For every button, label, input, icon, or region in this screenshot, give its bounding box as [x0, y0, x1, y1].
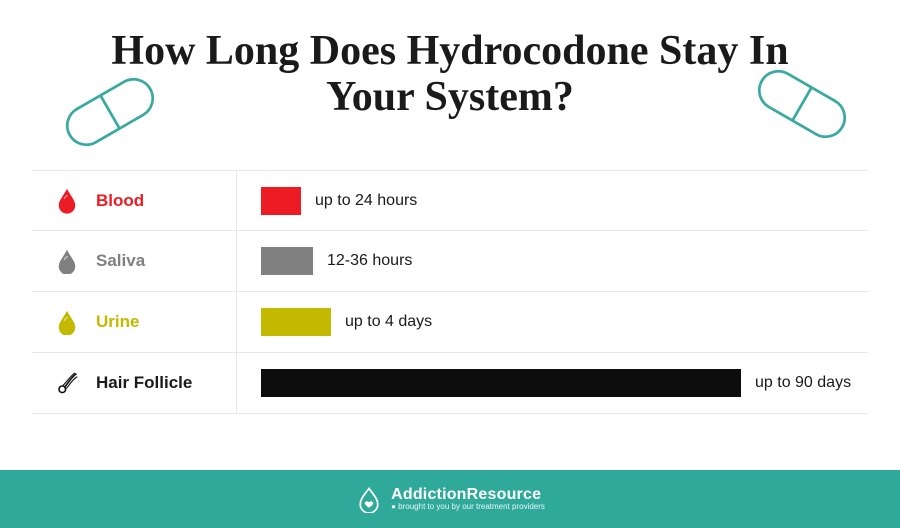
row-label: Blood [96, 191, 144, 211]
detection-bar [261, 187, 301, 215]
row-label-col: Blood [32, 171, 237, 230]
header: How Long Does Hydrocodone Stay In Your S… [0, 0, 900, 120]
hair-follicle-icon [56, 370, 78, 396]
page-title: How Long Does Hydrocodone Stay In Your S… [90, 28, 810, 120]
row-label: Saliva [96, 251, 145, 271]
detection-table: Blood up to 24 hours Saliva 12-36 hours Urin… [32, 170, 868, 414]
table-row: Saliva 12-36 hours [32, 231, 868, 292]
detection-value: up to 24 hours [315, 192, 417, 210]
row-label-col: Hair Follicle [32, 353, 237, 413]
row-bar-col: up to 24 hours [237, 171, 868, 230]
table-row: Hair Follicle up to 90 days [32, 353, 868, 414]
row-label-col: Saliva [32, 231, 237, 291]
row-bar-col: up to 90 days [237, 353, 868, 413]
detection-bar [261, 369, 741, 397]
footer-brand: AddictionResource [391, 486, 545, 504]
row-bar-col: 12-36 hours [237, 231, 868, 291]
drop-icon [56, 309, 78, 335]
row-label: Urine [96, 312, 139, 332]
detection-bar [261, 247, 313, 275]
row-bar-col: up to 4 days [237, 292, 868, 352]
table-row: Blood up to 24 hours [32, 170, 868, 231]
detection-value: up to 90 days [755, 374, 851, 392]
footer: AddictionResource ● brought to you by ou… [0, 470, 900, 528]
drop-icon [56, 188, 78, 214]
footer-content: AddictionResource ● brought to you by ou… [355, 485, 545, 513]
detection-bar [261, 308, 331, 336]
table-row: Urine up to 4 days [32, 292, 868, 353]
footer-tagline: ● brought to you by our treatment provid… [391, 503, 545, 512]
drop-icon [56, 248, 78, 274]
row-label-col: Urine [32, 292, 237, 352]
row-label: Hair Follicle [96, 373, 192, 393]
detection-value: 12-36 hours [327, 252, 412, 270]
detection-value: up to 4 days [345, 313, 432, 331]
footer-text: AddictionResource ● brought to you by ou… [391, 486, 545, 512]
footer-logo-icon [355, 485, 383, 513]
